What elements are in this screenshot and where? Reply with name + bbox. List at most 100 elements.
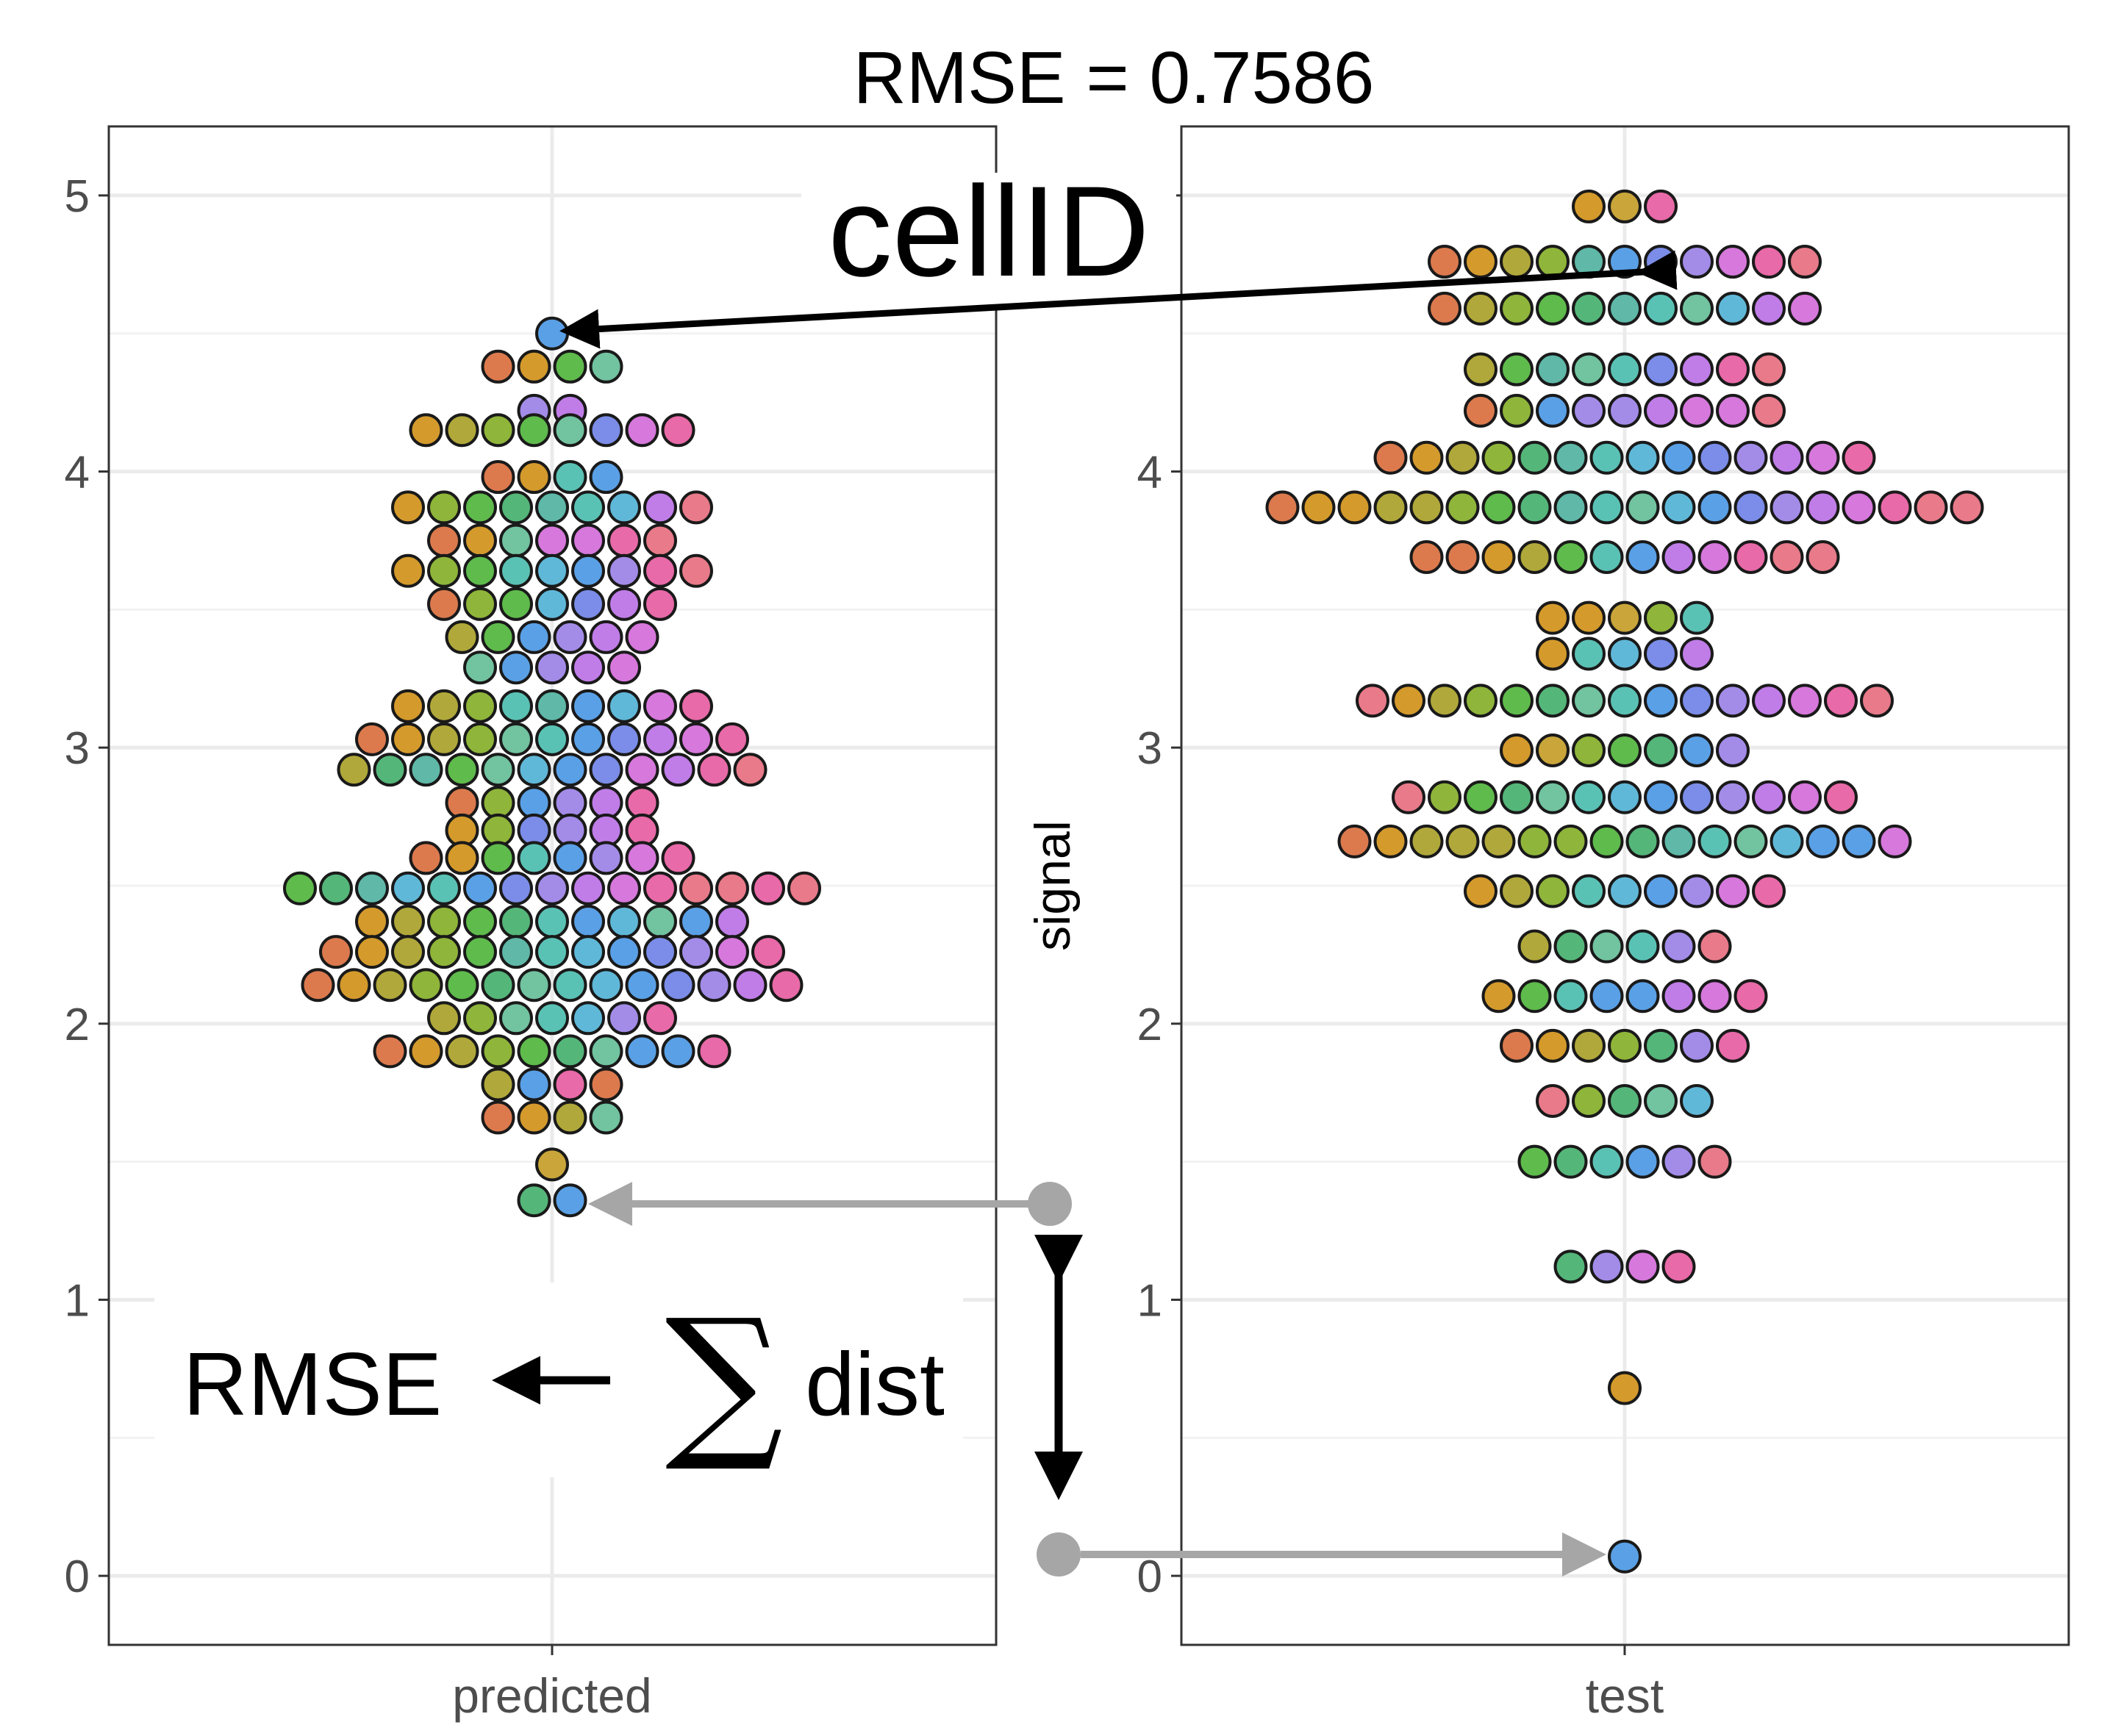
- data-point-predicted: [643, 523, 677, 558]
- data-point-test: [1500, 733, 1534, 767]
- x-tick-label-test: test: [1586, 1668, 1664, 1723]
- data-point-test: [1356, 684, 1389, 718]
- data-point-predicted: [589, 620, 623, 654]
- data-point-predicted: [445, 968, 479, 1002]
- data-point-predicted: [697, 753, 731, 787]
- data-point-test: [1481, 490, 1516, 525]
- data-point-test: [1733, 539, 1768, 574]
- data-point-test: [1428, 780, 1461, 814]
- gray-arrow-test: [1037, 1532, 1606, 1577]
- data-point-test: [1697, 539, 1732, 574]
- data-point-predicted: [463, 650, 497, 685]
- data-point-predicted: [445, 841, 479, 875]
- data-point-predicted: [499, 523, 533, 558]
- data-point-predicted: [517, 620, 551, 654]
- data-point-test: [1716, 780, 1750, 814]
- data-point-test: [1680, 684, 1714, 718]
- y-tick-label: 2: [1137, 1000, 1162, 1050]
- data-point-test: [1625, 1144, 1660, 1179]
- data-point-test: [1752, 780, 1786, 814]
- cellid-label: cellID: [828, 160, 1150, 304]
- data-point-predicted: [679, 553, 713, 588]
- data-point-predicted: [589, 1100, 623, 1135]
- data-point-test: [1572, 1083, 1606, 1118]
- data-point-predicted: [499, 904, 533, 939]
- data-point-test: [1752, 291, 1786, 326]
- data-point-predicted: [715, 935, 749, 969]
- data-point-predicted: [769, 968, 804, 1002]
- data-point-predicted: [301, 968, 335, 1002]
- data-point-predicted: [715, 904, 749, 939]
- data-point-predicted: [409, 1034, 443, 1069]
- data-point-test: [1572, 733, 1606, 767]
- data-point-test: [1661, 539, 1696, 574]
- data-point-predicted: [625, 620, 659, 654]
- data-point-predicted: [409, 753, 443, 787]
- data-point-predicted: [463, 935, 497, 969]
- data-point-predicted: [535, 650, 569, 685]
- data-point-test: [1752, 684, 1786, 718]
- data-point-predicted: [679, 871, 713, 905]
- data-point-test: [1373, 440, 1408, 475]
- data-point-test: [1428, 291, 1461, 326]
- data-point-test: [1661, 1249, 1696, 1284]
- data-point-predicted: [427, 523, 461, 558]
- data-point-predicted: [589, 1034, 623, 1069]
- data-point-predicted: [463, 490, 497, 525]
- data-point-predicted: [661, 1034, 695, 1069]
- data-point-predicted: [679, 935, 713, 969]
- data-point-predicted: [499, 650, 533, 685]
- data-point-test: [1680, 393, 1714, 428]
- data-point-predicted: [481, 349, 515, 384]
- data-point-test: [1608, 780, 1642, 814]
- data-point-test: [1608, 352, 1642, 387]
- data-point-test: [1680, 245, 1714, 279]
- data-point-predicted: [643, 871, 677, 905]
- data-point-test: [1608, 684, 1642, 718]
- data-point-test: [1608, 1371, 1642, 1405]
- data-point-test: [1680, 874, 1714, 908]
- data-point-predicted: [481, 1100, 515, 1135]
- data-point-predicted: [535, 587, 569, 621]
- data-point-test: [1517, 490, 1552, 525]
- data-point-predicted: [481, 753, 515, 787]
- data-point-test: [1445, 440, 1480, 475]
- data-point-predicted: [499, 871, 533, 905]
- data-point-predicted: [553, 1100, 587, 1135]
- data-point-predicted: [535, 316, 569, 351]
- data-point-test: [1644, 733, 1678, 767]
- data-point-test: [1661, 929, 1696, 964]
- data-point-test: [1644, 600, 1678, 635]
- data-point-test: [1716, 1028, 1750, 1063]
- data-point-test: [1572, 352, 1606, 387]
- data-point-test: [1733, 490, 1768, 525]
- data-point-predicted: [499, 553, 533, 588]
- data-point-test: [1481, 824, 1516, 858]
- data-point-test: [1788, 684, 1822, 718]
- data-point-test: [1697, 824, 1732, 858]
- data-point-predicted: [463, 689, 497, 723]
- data-point-predicted: [535, 904, 569, 939]
- data-point-predicted: [625, 1034, 659, 1069]
- data-point-test: [1536, 600, 1570, 635]
- data-point-test: [1716, 291, 1750, 326]
- data-point-test: [1409, 539, 1444, 574]
- data-point-test: [1553, 1144, 1588, 1179]
- data-point-predicted: [589, 753, 623, 787]
- data-point-test: [1572, 291, 1606, 326]
- formula-rmse-label: RMSE: [183, 1334, 442, 1434]
- data-point-predicted: [499, 689, 533, 723]
- data-point-test: [1464, 780, 1498, 814]
- data-point-predicted: [427, 689, 461, 723]
- data-point-test: [1536, 352, 1570, 387]
- data-point-predicted: [373, 968, 407, 1002]
- data-point-predicted: [679, 904, 713, 939]
- data-point-test: [1625, 979, 1660, 1014]
- data-point-predicted: [427, 490, 461, 525]
- data-point-predicted: [427, 871, 461, 905]
- data-point-test: [1625, 539, 1660, 574]
- data-point-predicted: [427, 587, 461, 621]
- data-point-test: [1337, 824, 1372, 858]
- data-point-predicted: [535, 722, 569, 756]
- data-point-test: [1644, 1028, 1678, 1063]
